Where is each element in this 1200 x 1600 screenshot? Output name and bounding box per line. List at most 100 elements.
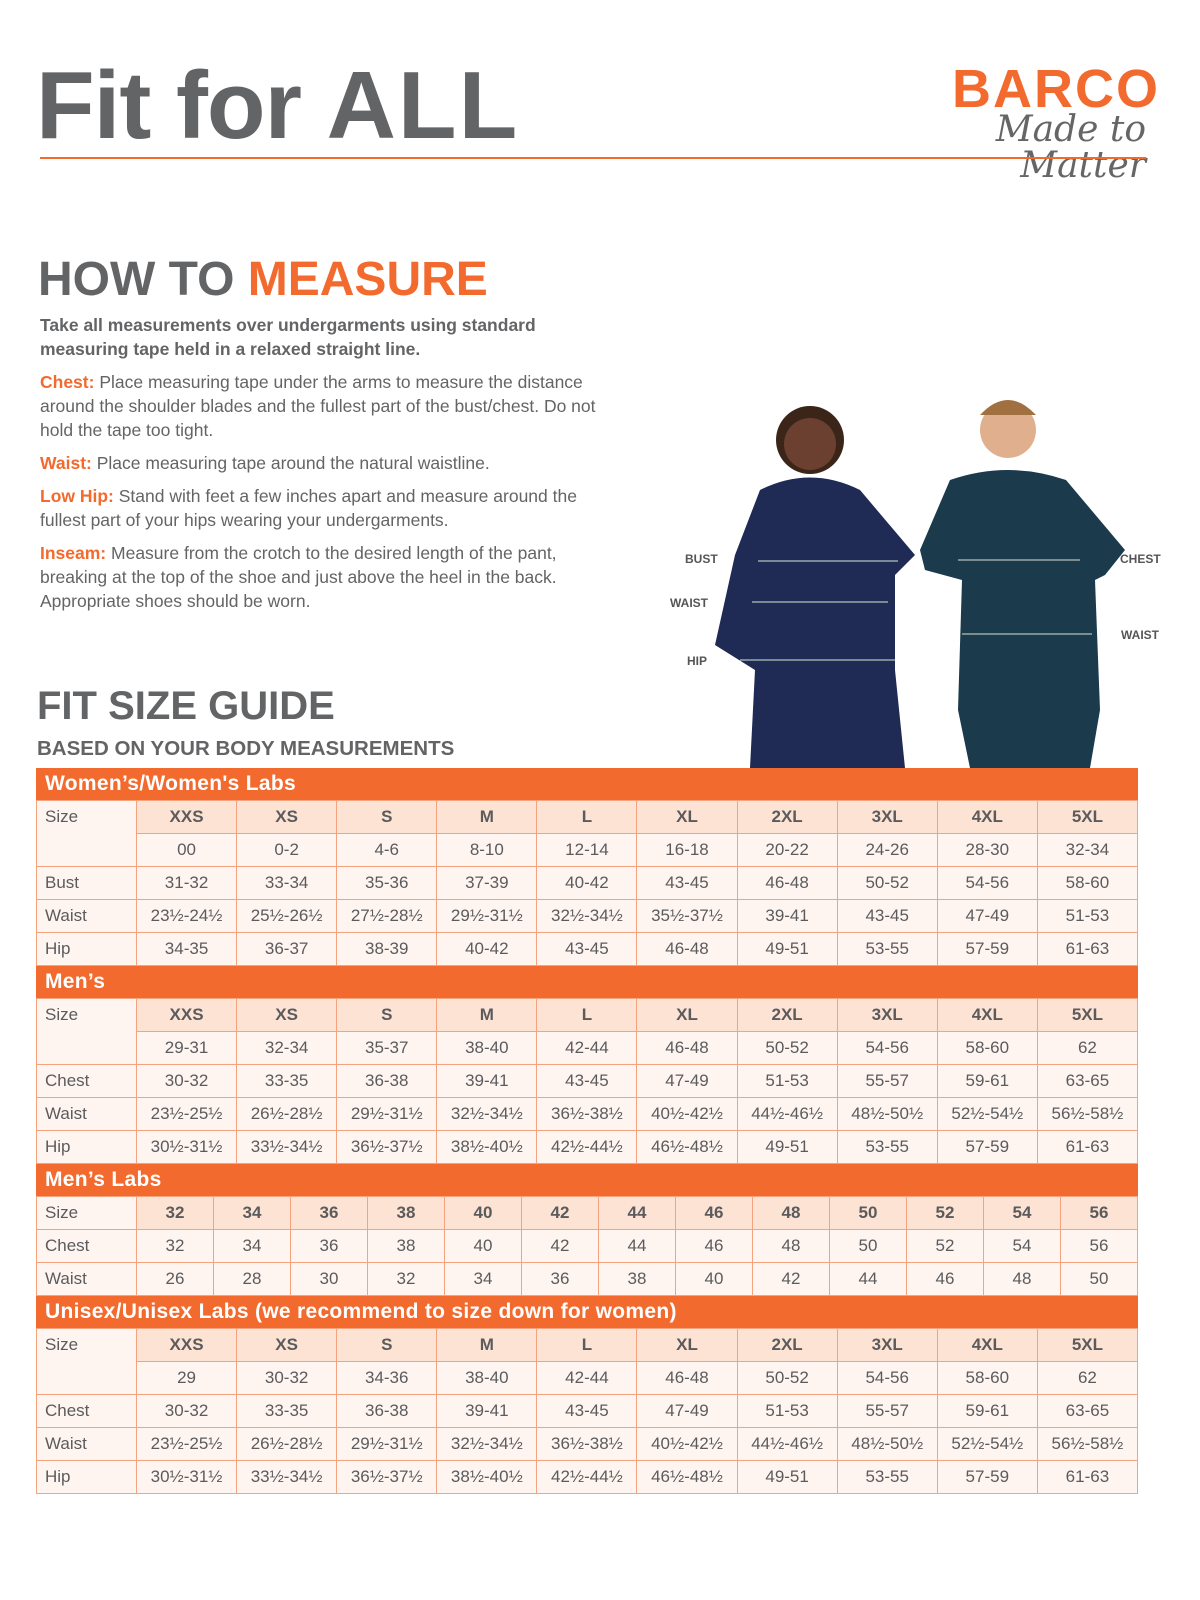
table-cell: 55-57 [836,1394,938,1428]
table-cell: 39-41 [736,899,838,933]
table-cell: 62 [1036,1031,1139,1065]
row-label: Bust [36,866,137,900]
table-cell: 5XL [1036,800,1139,834]
table-cell: 32 [367,1262,445,1296]
table-row: Waist 23½-24½ 25½-26½ 27½-28½ 29½-31½ 32½-34½… [36,899,1139,933]
table-cell: 46-48 [736,866,838,900]
table-cell: 56 [1060,1196,1138,1230]
header-divider [40,157,1146,159]
table-cell: 3XL [836,1328,938,1362]
row-label: Hip [36,1460,137,1494]
table-cell: 28-30 [936,833,1038,867]
table-cell: 32-34 [236,1031,338,1065]
table-cell: 12-14 [536,833,638,867]
table-cell: 59-61 [936,1394,1038,1428]
hip-label: HIP [687,654,708,668]
size-grid: Size XXS XS S M L XL 2XL 3XL 4XL 5XL 29 30-32 34-36 38… [36,1328,1139,1494]
table-cell: 3XL [836,800,938,834]
table-cell: 46 [906,1262,984,1296]
term: Chest: [40,372,95,392]
table-cell: 61-63 [1036,932,1139,966]
table-cell: 49-51 [736,932,838,966]
table-cell: 57-59 [936,932,1038,966]
table-cell: 43-45 [536,932,638,966]
table-cell: 49-51 [736,1460,838,1494]
table-cell: 51-53 [1036,899,1139,933]
table-cell: 52½-54½ [936,1427,1038,1461]
row-label: Size [36,1328,137,1395]
table-cell: 38½-40½ [436,1460,538,1494]
table-cell: 0-2 [236,833,338,867]
table-cell: 35-36 [336,866,438,900]
size-grid: Size 32 34 36 38 40 42 44 46 48 50 52 54 56 Chest 32 34 3… [36,1196,1138,1296]
table-cell: 40 [444,1196,522,1230]
table-row: Size 32 34 36 38 40 42 44 46 48 50 52 54 56 [36,1196,1138,1230]
size-table: Men’s Labs Size 32 34 36 38 40 42 44 46 48 50 52 54 56… [36,1164,1138,1296]
table-row: 00 0-2 4-6 8-10 12-14 16-18 20-22 24-26 28-30 32-… [37,833,1139,867]
table-cell: 58-60 [936,1031,1038,1065]
table-cell: 40 [675,1262,753,1296]
table-cell: 50-52 [736,1031,838,1065]
table-cell: 52 [906,1229,984,1263]
table-cell: 58-60 [936,1361,1038,1395]
table-cell: 30½-31½ [135,1460,238,1494]
bust-label: BUST [685,552,718,566]
table-cell: 47-49 [636,1394,738,1428]
table-cell: 59-61 [936,1064,1038,1098]
instruction-chest: Chest: Place measuring tape under the ar… [40,370,610,442]
table-cell: 23½-24½ [135,899,238,933]
table-cell: 36 [290,1196,368,1230]
row-label: Size [36,1196,137,1230]
table-cell: 4XL [936,1328,1038,1362]
table-cell: 53-55 [836,1130,938,1164]
table-cell: 38-40 [436,1361,538,1395]
table-cell: 32½-34½ [436,1097,538,1131]
table-cell: 32 [136,1229,214,1263]
table-cell: 32½-34½ [536,899,638,933]
table-cell: 54 [983,1229,1061,1263]
text: Measure from the crotch to the desired l… [40,543,557,611]
brand-name: BARCO [952,59,1160,119]
waist-label-women: WAIST [670,596,708,610]
row-label: Size [36,800,137,867]
table-cell: 50 [829,1196,907,1230]
table-cell: 36½-37½ [336,1130,438,1164]
table-cell: 27½-28½ [336,899,438,933]
table-cell: 44½-46½ [736,1097,838,1131]
table-cell: S [336,998,438,1032]
table-cell: 50-52 [836,866,938,900]
table-cell: 30-32 [135,1064,238,1098]
instruction-waist: Waist: Place measuring tape around the n… [40,451,610,475]
table-cell: 52½-54½ [936,1097,1038,1131]
table-cell: 35½-37½ [636,899,738,933]
table-title: Men’s [36,966,1138,998]
table-cell: 3XL [836,998,938,1032]
table-cell: 2XL [736,800,838,834]
table-row: Size XXS XS S M L XL 2XL 3XL 4XL 5XL [36,998,1139,1065]
table-cell: 26½-28½ [236,1427,338,1461]
barco-logo: BARCO Made to Matter [940,62,1160,184]
table-cell: 33-35 [236,1394,338,1428]
table-title: Unisex/Unisex Labs (we recommend to size… [36,1296,1138,1328]
row-label: Chest [36,1064,137,1098]
table-cell: 54-56 [836,1361,938,1395]
how-to-measure-heading: HOW TO MEASURE [38,252,488,307]
table-row: Hip 30½-31½ 33½-34½ 36½-37½ 38½-40½ 42½-44½ 46… [36,1460,1139,1494]
table-cell: 23½-25½ [135,1097,238,1131]
row-label: Waist [36,1427,137,1461]
table-cell: 40-42 [536,866,638,900]
table-cell: 49-51 [736,1130,838,1164]
table-cell: 48 [983,1262,1061,1296]
table-cell: 50 [1060,1262,1138,1296]
text: Place measuring tape around the natural … [96,453,490,473]
table-cell: 54-56 [936,866,1038,900]
term: Waist: [40,453,92,473]
term: Low Hip: [40,486,114,506]
table-cell: 29½-31½ [436,899,538,933]
table-cell: 30-32 [236,1361,338,1395]
table-cell: 24-26 [836,833,938,867]
table-cell: XXS [135,998,238,1032]
table-cell: 46½-48½ [636,1460,738,1494]
table-cell: 39-41 [436,1394,538,1428]
table-cell: 50 [829,1229,907,1263]
